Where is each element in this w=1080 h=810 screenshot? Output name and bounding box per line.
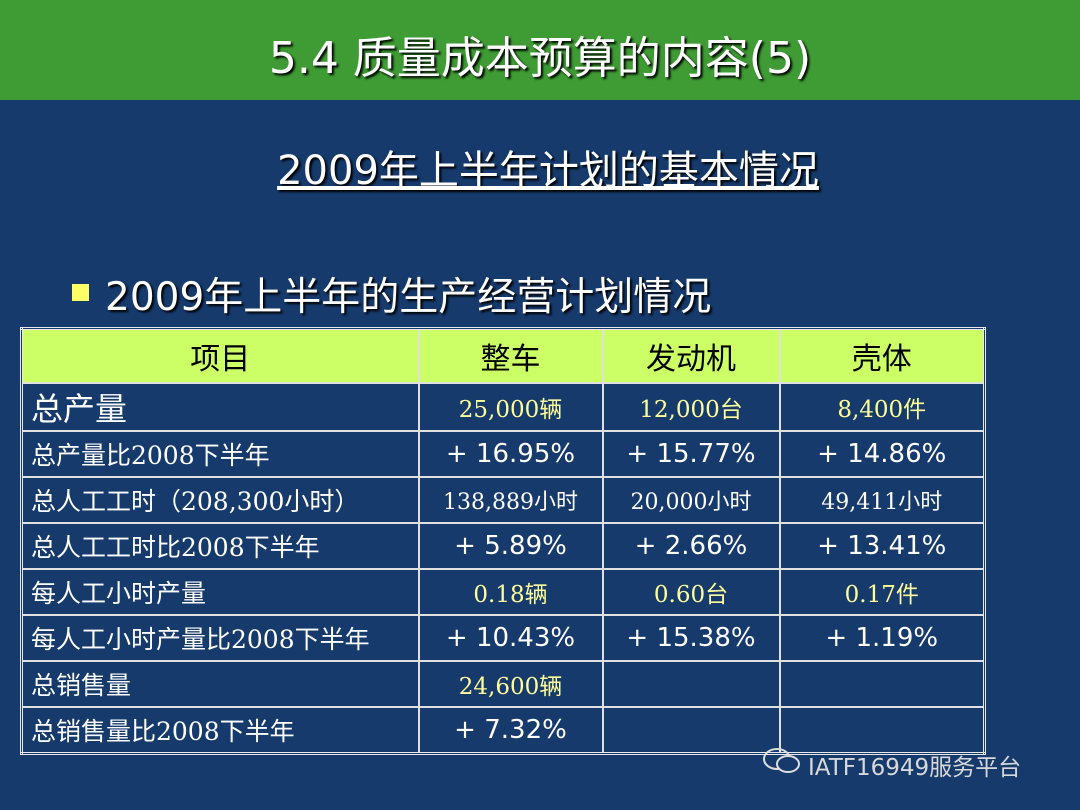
cell: + 13.41% [778, 522, 986, 570]
cell: + 2.66% [601, 522, 781, 570]
cell: 25,000辆 [417, 382, 604, 432]
row-label: 总产量 [20, 382, 420, 432]
row-label: 总销售量 [20, 660, 420, 708]
cell: 0.18辆 [417, 568, 604, 616]
subtitle: 2009年上半年计划的基本情况 [277, 148, 819, 194]
row-label: 每人工小时产量 [20, 568, 420, 616]
cell [601, 706, 781, 755]
cell [601, 660, 781, 708]
cell: + 1.19% [778, 614, 986, 662]
bullet-icon [72, 284, 89, 301]
table: 项目 整车 发动机 壳体 总产量 25,000辆 12,000台 8,400件 总产量比2008… [20, 327, 986, 755]
cell: 0.17件 [778, 568, 986, 616]
title: 5.4 质量成本预算的内容(5) [268, 33, 812, 84]
cell: 12,000台 [601, 382, 781, 432]
row-label: 总人工工时比2008下半年 [20, 522, 420, 570]
cell: + 15.77% [601, 430, 781, 478]
table-row: 每人工小时产量比2008下半年 + 10.43% + 15.38% + 1.19% [20, 614, 986, 662]
column-header: 整车 [417, 327, 604, 384]
cell [778, 660, 986, 708]
cell: 49,411小时 [778, 476, 986, 524]
table-row: 每人工小时产量 0.18辆 0.60台 0.17件 [20, 568, 986, 616]
header-bar [0, 0, 1080, 100]
row-label: 总销售量比2008下半年 [20, 706, 420, 755]
header-row: 项目 整车 发动机 壳体 [20, 327, 986, 384]
row-label: 每人工小时产量比2008下半年 [20, 614, 420, 662]
cell: + 7.32% [417, 706, 604, 755]
cell: 8,400件 [778, 382, 986, 432]
wechat-icon [763, 748, 800, 773]
table-row: 总产量比2008下半年 + 16.95% + 15.77% + 14.86% [20, 430, 986, 478]
cell: 138,889小时 [417, 476, 604, 524]
table-row: 总销售量比2008下半年 + 7.32% [20, 706, 986, 755]
row-label: 总人工工时（208,300小时） [20, 476, 420, 524]
table-row: 总产量 25,000辆 12,000台 8,400件 [20, 382, 986, 432]
cell: + 15.38% [601, 614, 781, 662]
column-header: 项目 [20, 327, 420, 384]
cell: 0.60台 [601, 568, 781, 616]
cell: 20,000小时 [601, 476, 781, 524]
row-label: 总产量比2008下半年 [20, 430, 420, 478]
cell: + 5.89% [417, 522, 604, 570]
cell [778, 706, 986, 755]
table-row: 总人工工时比2008下半年 + 5.89% + 2.66% + 13.41% [20, 522, 986, 570]
table-row: 总人工工时（208,300小时） 138,889小时 20,000小时 49,411小… [20, 476, 986, 524]
column-header: 壳体 [778, 327, 986, 384]
column-header: 发动机 [601, 327, 781, 384]
cell: + 10.43% [417, 614, 604, 662]
cell: + 14.86% [778, 430, 986, 478]
cell: 24,600辆 [417, 660, 604, 708]
watermark: IATF16949服务平台 [808, 755, 1022, 781]
bullet-text: 2009年上半年的生产经营计划情况 [105, 275, 712, 320]
table-row: 总销售量 24,600辆 [20, 660, 986, 708]
cell: + 16.95% [417, 430, 604, 478]
